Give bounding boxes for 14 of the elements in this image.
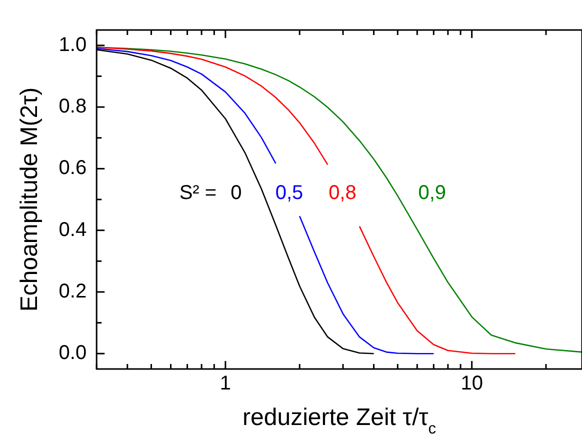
y-axis-title: Echoamplitude M(2τ) — [16, 87, 44, 312]
annotation: S² = — [179, 182, 217, 204]
y-tick-label: 0.0 — [58, 342, 87, 364]
series-label: 0 — [230, 182, 242, 204]
series-label: 0,9 — [418, 182, 446, 204]
y-tick-label: 0.4 — [58, 218, 87, 241]
x-tick-label: 1 — [220, 372, 231, 395]
y-tick-label: 0.6 — [58, 157, 87, 180]
series-label: 0,8 — [328, 182, 356, 204]
y-tick-label: 1.0 — [58, 34, 87, 56]
y-tick-label: 0.8 — [58, 96, 87, 118]
series-label: 0,5 — [275, 182, 304, 204]
y-tick-label: 0.2 — [58, 280, 87, 302]
x-tick-label: 10 — [460, 372, 483, 395]
